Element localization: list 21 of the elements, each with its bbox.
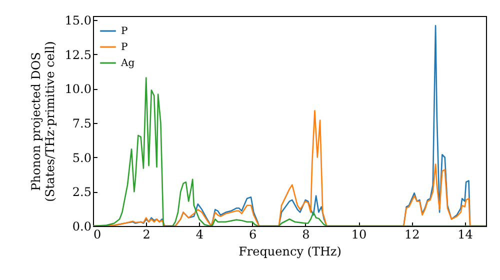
- x-tick-label: 12: [404, 228, 420, 242]
- x-tick-label: 2: [142, 228, 150, 242]
- x-tick-label: 8: [302, 228, 310, 242]
- y-tick-label: 15.0: [64, 14, 92, 28]
- legend-label: P: [121, 26, 128, 37]
- x-tick-label: 6: [249, 228, 257, 242]
- x-tick-label: 10: [351, 228, 367, 242]
- x-tick-label: 14: [458, 228, 474, 242]
- y-tick-label: 2.5: [72, 185, 92, 200]
- y-tick-label: 5.0: [72, 150, 92, 165]
- legend-label: Ag: [120, 58, 136, 69]
- y-tick-label: 7.5: [72, 116, 92, 131]
- y-tick-label: 0.0: [72, 220, 92, 234]
- x-axis-title: Frequency (THz): [238, 244, 342, 258]
- y-axis-title: Phonon projected DOS (States/THz·primitive cell): [28, 41, 57, 202]
- x-tick-label: 4: [196, 228, 204, 242]
- y-tick-label: 10.0: [64, 82, 92, 96]
- y-tick-label: 12.5: [64, 48, 92, 62]
- legend-label: P: [121, 42, 128, 53]
- x-tick-label: 0: [94, 228, 102, 242]
- line-series: [93, 77, 486, 226]
